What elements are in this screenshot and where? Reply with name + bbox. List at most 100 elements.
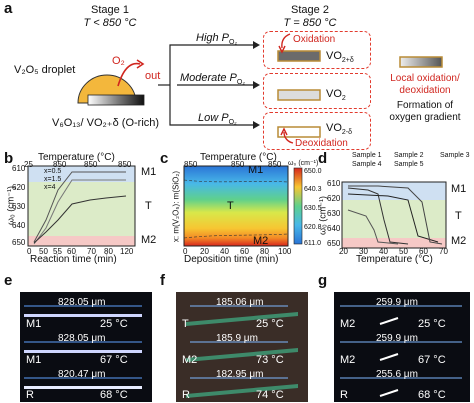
c-colorbar-title: ω₀ (cm⁻¹) (288, 160, 319, 167)
e-length-3: 820.47 μm (58, 369, 106, 380)
c-x-tick: 80 (260, 247, 269, 256)
d-ylabel: ω₀ (cm⁻¹) (317, 196, 328, 236)
micrograph-e-markings (24, 305, 142, 389)
d-x-tick: 30 (359, 247, 368, 256)
stage2-temp: T = 850 °C (283, 17, 337, 29)
micrograph-g-markings (340, 305, 462, 397)
d-series-line (347, 187, 409, 245)
g-phase-2: M2 (340, 354, 356, 366)
c-region-label-m1: M1 (248, 164, 264, 176)
bar-oxidized (277, 50, 321, 62)
d-x-tick: 60 (419, 247, 428, 256)
b-ylabel: ω₀ (cm⁻¹) (5, 186, 16, 226)
b-y-tick: 650 (12, 238, 26, 247)
b-region-m2 (28, 236, 135, 246)
oxidation-label: Oxidation (293, 34, 336, 45)
b-top-tick: 850 (84, 160, 98, 169)
g-phase-1: M2 (340, 318, 356, 330)
d-series-line (348, 185, 443, 245)
c-top-tick: 850 (231, 160, 245, 169)
chart-c (183, 165, 303, 247)
base-label: V₆O₁₃/ VO₂₊δ (O-rich) (52, 117, 160, 129)
branch-high-label: High PO₂ (196, 32, 238, 47)
f-temp-2: 73 °C (256, 354, 284, 366)
c-region-label-m2: M2 (253, 235, 269, 247)
d-legend-item: Sample 3 (440, 152, 470, 159)
b-series-group (33, 171, 127, 245)
micrograph-e (20, 292, 152, 402)
d-x-tick: 40 (379, 247, 388, 256)
b-legend-item: x=0.5 (44, 168, 62, 175)
g-temp-3: 68 °C (418, 389, 446, 401)
micrograph-f (176, 292, 308, 402)
e-phase-2: M1 (26, 354, 42, 366)
b-region-label-m1: M1 (141, 166, 157, 178)
product-moderate-label: VO2 (326, 88, 346, 103)
bar-reduced (277, 126, 321, 138)
right-caption-red: Local oxidation/ deoxidation (390, 73, 460, 96)
b-x-tick: 50 (39, 247, 48, 256)
schematic-graphics (77, 33, 443, 144)
b-top-tick: 25 (24, 160, 33, 169)
b-x-tick: 0 (27, 247, 32, 256)
d-xlabel: Temperature (°C) (356, 254, 433, 265)
d-legend-item: Sample 2 (394, 152, 424, 159)
b-region-label-t: T (145, 200, 152, 212)
right-caption-black: Formation of oxygen gradient (389, 100, 461, 123)
bar-gradient (399, 56, 443, 68)
c-colorbar-tick: 630.5 (304, 205, 322, 212)
d-legend-item: Sample 1 (352, 152, 382, 159)
g-temp-1: 25 °C (418, 318, 446, 330)
c-ylabel: x: m(V₂O₅): m(SiO₂) (171, 170, 181, 243)
d-region-m2 (342, 238, 446, 248)
f-phase-3: R (182, 389, 190, 401)
e-temp-1: 25 °C (100, 318, 128, 330)
g-length-3: 255.6 μm (376, 369, 418, 380)
b-series-line (33, 171, 126, 243)
c-colorbar (293, 167, 303, 245)
panel-label-d: d (318, 150, 328, 167)
bar-moderate (277, 89, 321, 101)
d-legend-item: Sample 4 (352, 161, 382, 168)
panel-label-e: e (4, 272, 13, 289)
b-x-tick: 70 (87, 247, 96, 256)
d-series-line (347, 209, 399, 245)
b-y-tick: 640 (12, 221, 26, 230)
b-top-tick: 850 (118, 160, 132, 169)
g-length-1: 259.9 μm (376, 297, 418, 308)
d-y-tick: 640 (327, 224, 341, 233)
e-temp-2: 67 °C (100, 354, 128, 366)
c-region-label-t: T (227, 200, 234, 212)
d-legend-item: Sample 5 (394, 161, 424, 168)
c-colorbar-tick: 640.3 (304, 186, 322, 193)
b-x-tick: 80 (104, 247, 113, 256)
f-temp-3: 74 °C (256, 389, 284, 401)
out-label: out (145, 70, 161, 82)
panel-label-b: b (4, 150, 14, 167)
b-region-m1 (28, 166, 135, 182)
c-x-tick: 60 (240, 247, 249, 256)
micrograph-g (334, 292, 470, 402)
b-top-axis-label: Temperature (°C) (38, 152, 115, 163)
o2-label: O₂ (112, 55, 125, 67)
b-region-label-m2: M2 (141, 234, 157, 246)
branch-low-label: Low PO₂ (198, 112, 237, 127)
d-x-tick: 70 (439, 247, 448, 256)
g-phase-3: R (340, 389, 348, 401)
c-heatmap (184, 166, 288, 246)
product-box-high (263, 31, 371, 69)
stage1-temp: T < 850 °C (83, 17, 137, 29)
d-y-tick: 650 (327, 239, 341, 248)
c-top-tick: 850 (268, 160, 282, 169)
f-phase-2: M2 (182, 354, 198, 366)
d-region-label-m1: M1 (451, 183, 467, 195)
branch-moderate-label: Moderate PO₂ (180, 72, 246, 87)
c-top-tick: 850 (184, 160, 198, 169)
b-series-line (33, 195, 127, 244)
d-x-tick: 50 (399, 247, 408, 256)
d-y-tick: 610 (327, 179, 341, 188)
e-length-1: 828.05 μm (58, 297, 106, 308)
d-y-tick: 630 (327, 209, 341, 218)
f-length-3: 182.95 μm (216, 369, 264, 380)
f-phase-1: T (182, 318, 189, 330)
